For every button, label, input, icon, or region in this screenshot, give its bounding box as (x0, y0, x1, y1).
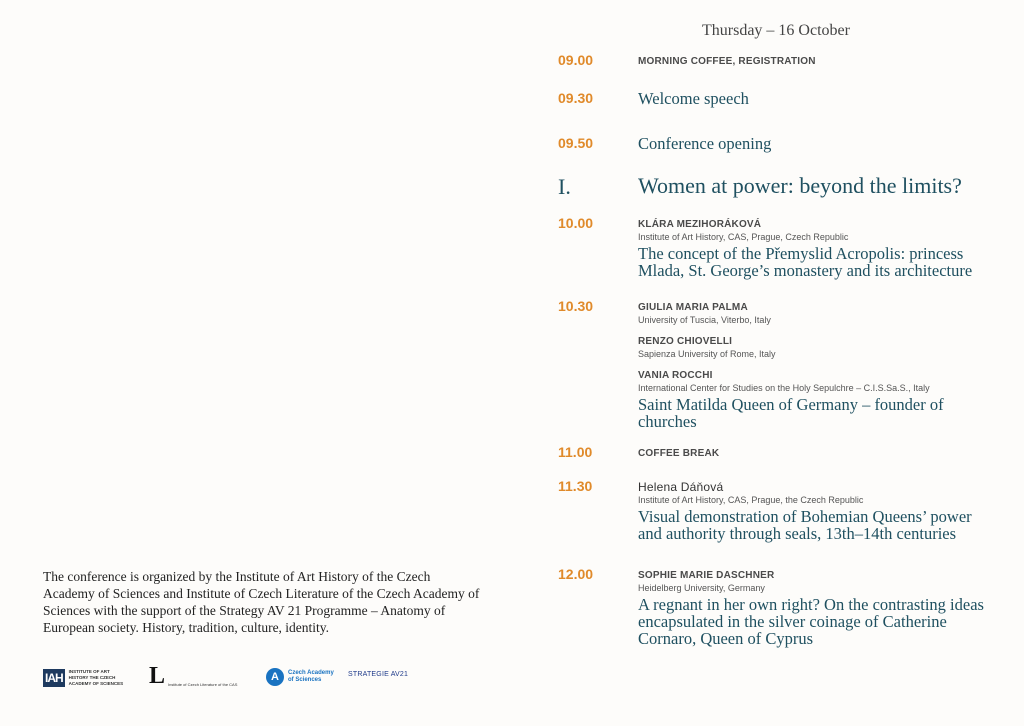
cas-logo: A Czech Academy of Sciences (266, 668, 334, 686)
item-title: Welcome speech (638, 89, 749, 108)
speaker-affiliation: Institute of Art History, CAS, Prague, C… (638, 232, 849, 242)
item-title: Conference opening (638, 134, 772, 153)
item-time: 11.30 (558, 478, 593, 494)
item-label: MORNING COFFEE, REGISTRATION (638, 56, 816, 67)
iah-logo-text: INSTITUTE OF ART HISTORY THE CZECH ACADE… (68, 669, 124, 686)
logo-strip: IAH INSTITUTE OF ART HISTORY THE CZECH A… (43, 663, 443, 693)
speaker-affiliation: Institute of Art History, CAS, Prague, t… (638, 495, 864, 505)
speaker-affiliation: International Center for Studies on the … (638, 383, 930, 393)
talk-title: Visual demonstration of Bohemian Queens’… (638, 507, 972, 543)
item-time: 09.30 (558, 90, 594, 106)
talk-title: The concept of the Přemyslid Acropolis: … (638, 244, 973, 280)
speaker-affiliation: University of Tuscia, Viterbo, Italy (638, 315, 771, 325)
speaker-name: VANIA ROCCHI (638, 370, 713, 381)
item-time: 10.00 (558, 215, 594, 231)
speaker-affiliation: Sapienza University of Rome, Italy (638, 349, 776, 359)
icl-logo: L Institute of Czech Literature of the C… (149, 663, 238, 689)
item-time: 09.50 (558, 135, 594, 151)
icl-logo-mark: L (149, 663, 166, 689)
item-time: 11.00 (558, 444, 593, 460)
talk-title: A regnant in her own right? On the contr… (638, 595, 984, 648)
speaker-name: KLÁRA MEZIHORÁKOVÁ (638, 219, 762, 230)
item-label: COFFEE BREAK (638, 448, 720, 459)
organizer-note: The conference is organized by the Insti… (43, 569, 480, 635)
icl-logo-text: Institute of Czech Literature of the CAS (168, 682, 238, 687)
strategy-logo: STRATEGIE AV21 (348, 671, 409, 678)
item-time: 12.00 (558, 566, 594, 582)
speaker-name: Helena Dáňová (638, 480, 724, 494)
iah-logo-mark: IAH (43, 669, 65, 687)
speaker-name: RENZO CHIOVELLI (638, 336, 733, 347)
speaker-name: SOPHIE MARIE DASCHNER (638, 570, 775, 581)
section-number: I. (558, 174, 571, 199)
item-time: 10.30 (558, 298, 594, 314)
speaker-affiliation: Heidelberg University, Germany (638, 583, 765, 593)
speaker-name: GIULIA MARIA PALMA (638, 302, 748, 313)
day-header: Thursday – 16 October (702, 22, 850, 39)
iah-logo: IAH INSTITUTE OF ART HISTORY THE CZECH A… (43, 669, 125, 687)
item-time: 09.00 (558, 52, 594, 68)
section-title: Women at power: beyond the limits? (638, 173, 962, 198)
cas-logo-mark: A (266, 668, 284, 686)
cas-logo-text: Czech Academy of Sciences (288, 670, 334, 683)
talk-title: Saint Matilda Queen of Germany – founder… (638, 395, 944, 431)
